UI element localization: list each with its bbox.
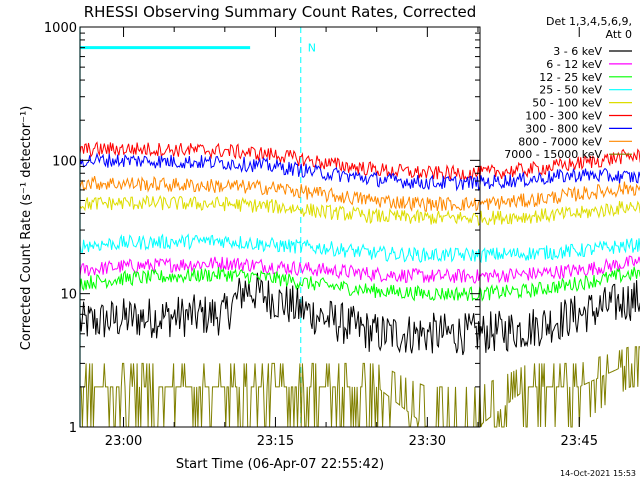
legend-label-3: 12 - 25 keV [539,71,602,84]
legend-attenuator: Att 0 [606,28,632,41]
x-tick-label-2: 23:30 [409,434,446,449]
series-line-2 [79,255,640,284]
series-line-6 [79,141,640,181]
legend-label-5: 50 - 100 keV [532,97,602,110]
series-line-5 [79,194,640,227]
y-tick-label-1: 10 [60,288,77,303]
legend-label-2: 6 - 12 keV [546,58,602,71]
x-tick-label-0: 23:00 [105,434,142,449]
y-tick-label-2: 100 [52,154,77,169]
y-tick-label-0: 1 [69,421,77,436]
x-tick-label-3: 23:45 [561,434,598,449]
legend-label-9: 7000 - 15000 keV [504,148,602,161]
legend-label-8: 800 - 7000 keV [518,135,602,148]
legend-label-6: 100 - 300 keV [525,110,602,123]
chart-title: RHESSI Observing Summary Count Rates, Co… [84,3,477,21]
y-axis-label: Corrected Count Rate (s⁻¹ detector⁻¹) [19,106,34,351]
timestamp: 14-Oct-2021 15:53 [560,469,636,478]
series-line-1 [79,272,640,356]
series-line-8 [79,175,640,213]
legend-label-1: 3 - 6 keV [553,45,602,58]
series-line-3 [79,266,640,302]
series-layer [79,141,640,428]
plot-frame [79,26,481,428]
legend-detectors: Det 1,3,4,5,6,9, [546,15,632,28]
axes-layer: 110100100023:0023:1523:3023:4500:0000:15… [44,21,598,449]
legend-label-7: 300 - 800 keV [525,122,602,135]
y-tick-label-3: 1000 [44,21,77,36]
series-line-9 [80,346,640,428]
series-line-4 [79,233,640,264]
series-line-7 [79,152,640,192]
legend-label-4: 25 - 50 keV [539,84,602,97]
x-axis-label: Start Time (06-Apr-07 22:55:42) [176,457,384,472]
x-tick-label-1: 23:15 [257,434,294,449]
annotation-label-1: N [308,42,316,55]
